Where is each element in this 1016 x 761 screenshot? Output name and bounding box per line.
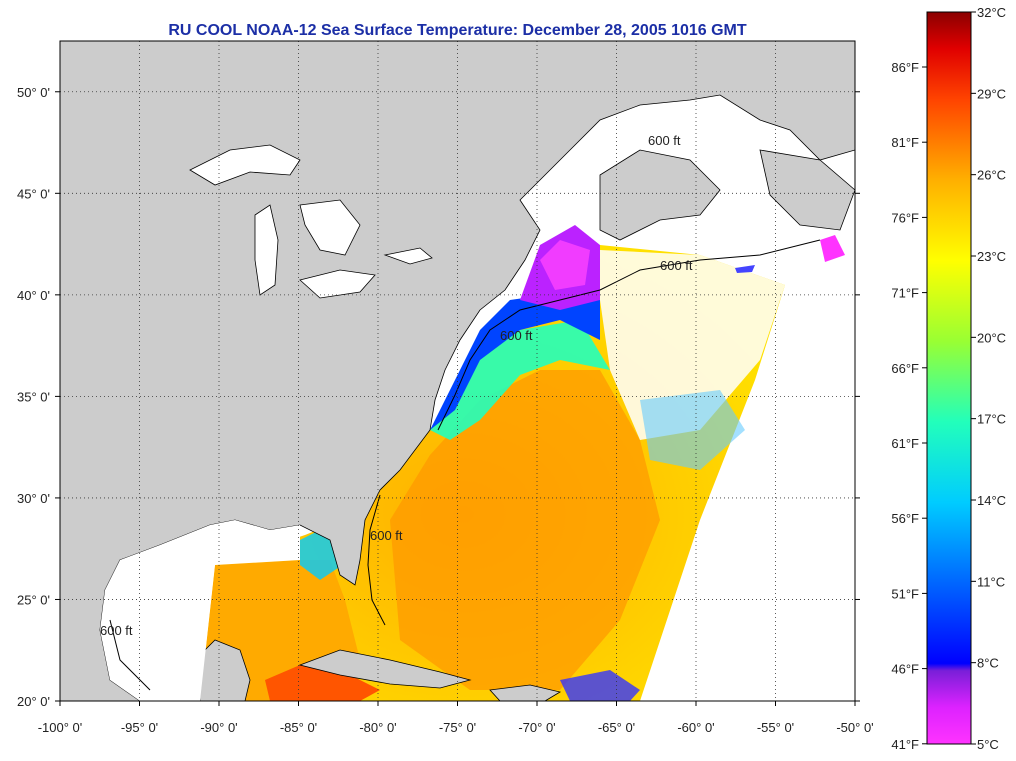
colorbar-fahrenheit-label: 51°F [891, 586, 919, 601]
colorbar-fahrenheit-label: 41°F [891, 737, 919, 752]
map-body: 600 ft 600 ft 600 ft 600 ft 600 ft [60, 41, 855, 701]
colorbar-fahrenheit-label: 76°F [891, 210, 919, 225]
graticule-grid [60, 41, 855, 701]
gulf-no-data [100, 520, 300, 701]
lon-tick-label: -75° 0' [439, 720, 476, 735]
svg-text:600 ft: 600 ft [660, 258, 693, 273]
lon-tick-label: -95° 0' [121, 720, 158, 735]
colorbar-fahrenheit-label: 46°F [891, 662, 919, 677]
lon-tick-label: -100° 0' [38, 720, 83, 735]
sst-swath [200, 225, 845, 701]
lon-tick-label: -90° 0' [200, 720, 237, 735]
colorbar-celsius-label: 11°C [977, 574, 1005, 589]
lon-tick-label: -50° 0' [836, 720, 873, 735]
latitude-axis: 50° 0' 45° 0' 40° 0' 35° 0' 30° 0' 25° 0' 20° … [17, 85, 860, 709]
colorbar-fahrenheit-label: 71°F [891, 286, 919, 301]
lon-tick-label: -60° 0' [677, 720, 714, 735]
lon-tick-label: -55° 0' [757, 720, 794, 735]
colorbar-fahrenheit-label: 61°F [891, 436, 919, 451]
lat-tick-label: 30° 0' [17, 491, 50, 506]
colorbar-celsius-label: 14°C [977, 493, 1006, 508]
great-lakes [189, 144, 433, 299]
lon-tick-label: -80° 0' [359, 720, 396, 735]
colorbar-celsius-label: 23°C [977, 249, 1006, 264]
colorbar-celsius-label: 26°C [977, 168, 1006, 183]
colorbar-gradient [926, 11, 972, 745]
colorbar-celsius-label: 32°C [977, 5, 1006, 20]
colorbar-celsius-label: 29°C [977, 86, 1006, 101]
lat-tick-label: 40° 0' [17, 288, 50, 303]
land [60, 41, 855, 701]
bathymetry-contour [109, 239, 821, 691]
svg-text:600 ft: 600 ft [500, 328, 533, 343]
colorbar-fahrenheit-label: 81°F [891, 135, 919, 150]
colorbar-fahrenheit-label: 86°F [891, 60, 919, 75]
colorbar: 32°C 29°C 26°C 23°C 20°C 17°C 14°C 11°C 8°C 5°C 8… [891, 5, 1006, 752]
bathymetry-labels: 600 ft 600 ft 600 ft 600 ft 600 ft [100, 133, 693, 638]
lon-tick-label: -70° 0' [518, 720, 555, 735]
lat-tick-label: 20° 0' [17, 694, 50, 709]
colorbar-celsius-labels: 32°C 29°C 26°C 23°C 20°C 17°C 14°C 11°C 8°C 5°C [971, 5, 1006, 752]
lat-tick-label: 25° 0' [17, 592, 50, 607]
colorbar-celsius-label: 20°C [977, 330, 1006, 345]
lat-tick-label: 45° 0' [17, 186, 50, 201]
map-title: RU COOL NOAA-12 Sea Surface Temperature:… [168, 22, 747, 39]
svg-text:600 ft: 600 ft [648, 133, 681, 148]
lat-tick-label: 50° 0' [17, 85, 50, 100]
lon-tick-label: -65° 0' [598, 720, 635, 735]
lat-tick-label: 35° 0' [17, 389, 50, 404]
svg-text:600 ft: 600 ft [100, 623, 133, 638]
colorbar-celsius-label: 17°C [977, 412, 1006, 427]
longitude-axis: -100° 0' -95° 0' -90° 0' -85° 0' -80° 0' -75°… [38, 701, 874, 735]
svg-text:600 ft: 600 ft [370, 528, 403, 543]
colorbar-celsius-label: 5°C [977, 737, 999, 752]
colorbar-fahrenheit-labels: 86°F 81°F 76°F 71°F 66°F 61°F 56°F 51°F 46°F 41°F [891, 60, 927, 752]
colorbar-fahrenheit-label: 66°F [891, 361, 919, 376]
colorbar-celsius-label: 8°C [977, 656, 999, 671]
lon-tick-label: -85° 0' [280, 720, 317, 735]
colorbar-fahrenheit-label: 56°F [891, 511, 919, 526]
